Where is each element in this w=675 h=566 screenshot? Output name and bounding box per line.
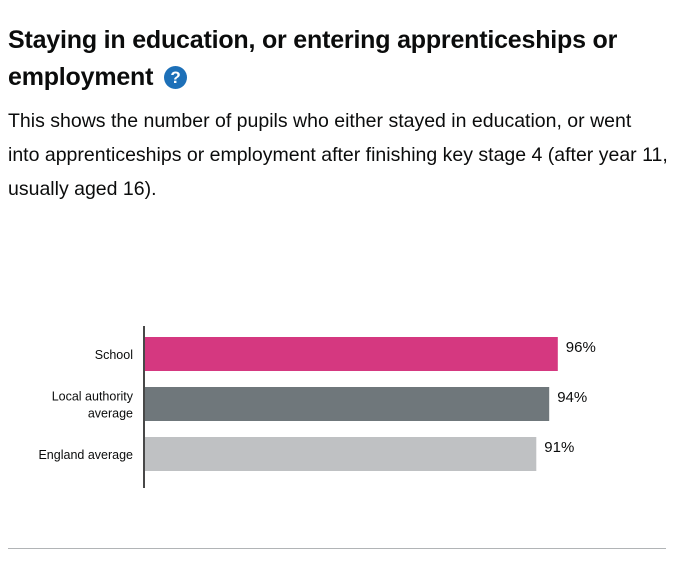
section-description: This shows the number of pupils who eith… — [8, 110, 668, 200]
category-label-school: School — [95, 348, 133, 362]
category-label-england-average: England average — [38, 448, 133, 462]
section-title-text: Staying in education, or entering appren… — [8, 26, 618, 91]
bar-england-average — [145, 437, 537, 471]
section-title: Staying in education, or entering appren… — [8, 22, 648, 96]
bar-chart: School Local authority average England aver… — [38, 326, 596, 488]
value-labels: 96% 94% 91% — [544, 339, 596, 456]
value-label-local-authority-average: 94% — [557, 389, 587, 406]
bar-local-authority-average — [145, 387, 550, 421]
section-divider — [8, 548, 666, 549]
bar-labels: School Local authority average England aver… — [38, 348, 133, 462]
value-label-england-average: 91% — [544, 439, 574, 456]
bar-school — [145, 337, 558, 371]
bars — [145, 337, 558, 471]
help-icon[interactable]: ? — [164, 66, 188, 89]
category-label-local-authority-average: Local authority average — [52, 390, 134, 421]
value-label-school: 96% — [566, 339, 596, 356]
